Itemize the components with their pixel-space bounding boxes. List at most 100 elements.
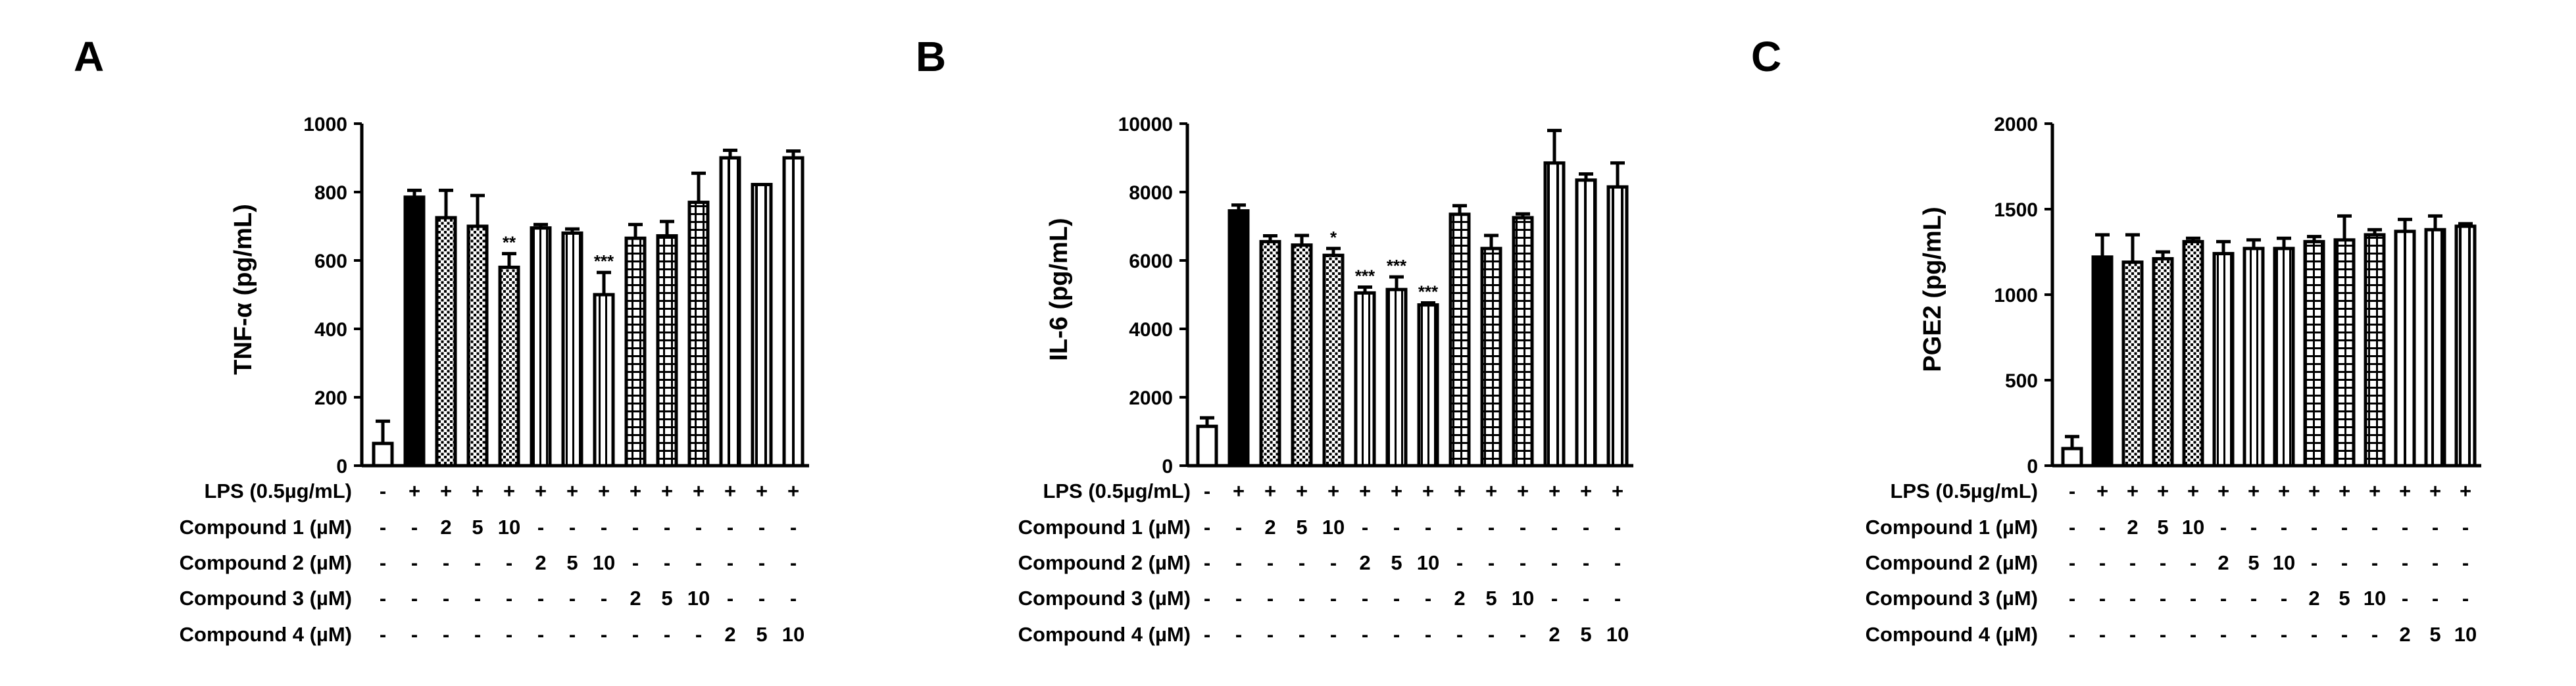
treatment-cell: - — [474, 587, 481, 610]
treatment-cell: - — [443, 587, 449, 610]
treatment-cell: + — [1233, 479, 1245, 502]
bar — [624, 236, 647, 468]
bar — [1227, 209, 1250, 468]
treatment-cell: - — [2099, 516, 2106, 539]
plot-area-c: 0 500 1000 1500 2000 — [1994, 114, 2481, 478]
bar — [2454, 224, 2477, 468]
y-tick-label: 10000 — [1118, 114, 1173, 135]
treatment-cell: - — [1456, 516, 1463, 539]
treatment-cell: + — [2399, 479, 2411, 502]
treatment-cell: + — [1264, 479, 1276, 502]
treatment-cell: - — [2069, 587, 2075, 610]
bar — [561, 231, 583, 468]
treatment-cell: - — [2250, 587, 2257, 610]
treatment-cell: - — [2129, 623, 2136, 646]
treatment-cell: - — [2432, 551, 2439, 574]
treatment-cell: - — [2220, 516, 2227, 539]
treatment-cell: - — [1267, 623, 1274, 646]
treatment-cell: 2 — [2217, 551, 2229, 574]
treatment-cell: + — [1485, 479, 1497, 502]
treatment-cell: - — [1614, 587, 1621, 610]
treatment-cell: - — [2371, 516, 2378, 539]
y-tick-label: 1000 — [1994, 285, 2038, 306]
treatment-cell: - — [380, 479, 386, 502]
bar — [593, 293, 615, 468]
treatment-cell: + — [503, 479, 515, 502]
significance-marker: * — [1330, 228, 1337, 247]
treatment-cell: 5 — [2429, 623, 2440, 646]
treatment-cell: - — [2341, 623, 2348, 646]
treatment-cell: 2 — [440, 516, 451, 539]
treatment-cell: - — [380, 587, 386, 610]
treatment-row-label: Compound 4 (µM) — [1866, 623, 2038, 646]
treatment-cell: - — [1204, 551, 1210, 574]
bar — [2061, 447, 2083, 468]
significance-marker: *** — [1418, 282, 1439, 301]
treatment-cell: - — [1267, 551, 1274, 574]
treatment-cell: - — [443, 623, 449, 646]
treatment-cell: - — [2190, 587, 2196, 610]
treatment-cell: 2 — [1454, 587, 1465, 610]
treatment-cell: - — [1583, 551, 1589, 574]
y-tick-label: 400 — [314, 319, 347, 341]
treatment-cell: + — [724, 479, 736, 502]
treatment-cell: 10 — [2364, 587, 2386, 610]
treatment-cell: 2 — [630, 587, 641, 610]
treatment-cell: - — [1299, 587, 1305, 610]
treatment-cell: + — [2127, 479, 2139, 502]
treatment-row-label: LPS (0.5µg/mL) — [1043, 479, 1191, 502]
treatment-cell: - — [1235, 551, 1242, 574]
treatment-cell: + — [787, 479, 799, 502]
treatment-cell: - — [1456, 623, 1463, 646]
y-tick-label: 500 — [2005, 370, 2038, 392]
treatment-cell: - — [506, 551, 512, 574]
bar — [530, 226, 552, 468]
treatment-cell: + — [1548, 479, 1560, 502]
treatment-cell: - — [758, 551, 765, 574]
treatment-cell: - — [1204, 587, 1210, 610]
treatment-cell: - — [537, 587, 544, 610]
y-axis-label-c: PGE2 (pg/mL) — [1919, 207, 1946, 372]
treatment-cell: - — [601, 587, 607, 610]
y-tick-label: 800 — [314, 182, 347, 204]
treatment-cell: + — [2460, 479, 2471, 502]
treatment-row-label: Compound 4 (µM) — [180, 623, 352, 646]
bar — [751, 183, 773, 468]
treatment-cell: - — [1235, 516, 1242, 539]
treatment-cell: 5 — [2157, 516, 2168, 539]
treatment-cell: - — [380, 623, 386, 646]
treatment-cell: 10 — [498, 516, 520, 539]
bar — [466, 224, 489, 468]
bar — [2182, 239, 2204, 468]
treatment-cell: - — [790, 516, 797, 539]
bar — [1291, 243, 1313, 468]
treatment-cell: 5 — [2339, 587, 2350, 610]
treatment-cell: - — [758, 516, 765, 539]
bar — [719, 156, 741, 468]
treatment-cell: - — [632, 516, 639, 539]
treatment-cell: + — [2339, 479, 2350, 502]
bar — [1575, 178, 1597, 468]
y-tick-label: 0 — [1162, 456, 1173, 478]
significance-marker: ** — [503, 233, 516, 253]
treatment-row-label: Compound 1 (µM) — [180, 516, 352, 539]
treatment-cell: - — [569, 587, 576, 610]
treatment-row-label: LPS (0.5µg/mL) — [204, 479, 352, 502]
treatment-cell: + — [2248, 479, 2260, 502]
treatment-cell: - — [1393, 623, 1400, 646]
treatment-cell: - — [1362, 587, 1368, 610]
treatment-cell: - — [664, 623, 670, 646]
treatment-table-b: LPS (0.5µg/mL) - + + + + + + + + + + + + +Compound 1 (… — [1018, 479, 1629, 646]
treatment-cell: - — [2250, 516, 2257, 539]
treatment-cell: - — [537, 516, 544, 539]
treatment-cell: 10 — [1512, 587, 1534, 610]
treatment-cell: - — [380, 516, 386, 539]
treatment-cell: + — [1422, 479, 1434, 502]
treatment-cell: - — [1614, 551, 1621, 574]
treatment-cell: - — [1488, 516, 1495, 539]
treatment-cell: 10 — [593, 551, 615, 574]
treatment-cell: - — [411, 551, 418, 574]
treatment-cell: - — [727, 516, 733, 539]
